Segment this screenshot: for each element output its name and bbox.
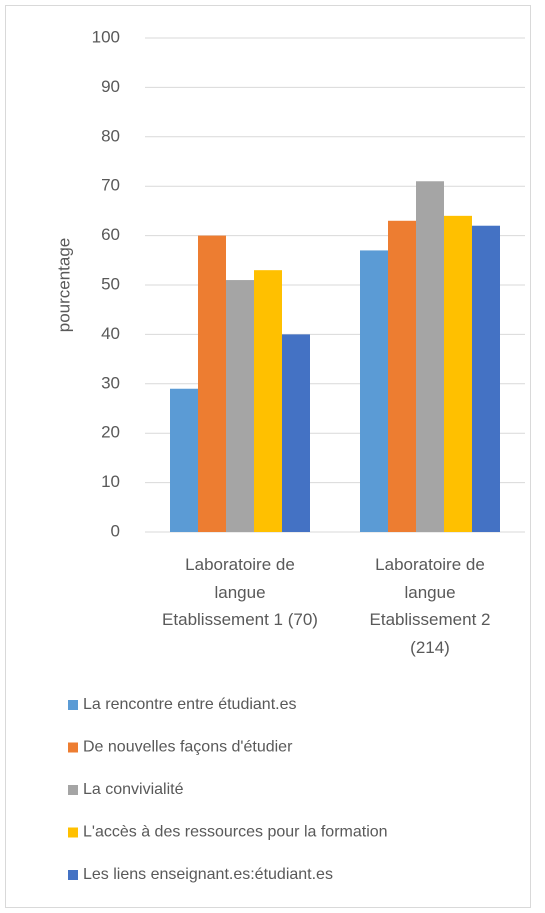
legend-label: La convivialité: [83, 781, 184, 798]
x-tick-label: Laboratoire de langue Etablissement 2 (2…: [369, 555, 491, 657]
bar: [198, 235, 226, 532]
y-tick-label: 90: [101, 77, 120, 96]
legend-swatch: [68, 870, 78, 880]
y-tick-label: 80: [101, 126, 120, 145]
y-tick-label: 30: [101, 373, 120, 392]
bar: [444, 215, 472, 532]
y-tick-label: 50: [101, 274, 120, 293]
legend-label: La rencontre entre étudiant.es: [83, 696, 296, 713]
bar: [282, 334, 310, 532]
x-tick-label: Laboratoire de langue Etablissement 1 (7…: [162, 555, 318, 629]
y-tick-label: 40: [101, 324, 120, 343]
y-tick-label: 100: [92, 27, 120, 46]
y-tick-label: 0: [111, 521, 120, 540]
bar: [416, 181, 444, 532]
legend-label: L'accès à des ressources pour la formati…: [83, 824, 388, 841]
y-tick-label: 60: [101, 225, 120, 244]
bar: [388, 220, 416, 532]
bar: [360, 250, 388, 533]
legend-swatch: [68, 700, 78, 710]
legend-swatch: [68, 827, 78, 838]
y-tick-label: 20: [101, 423, 120, 442]
bar: [226, 280, 254, 532]
bar: [254, 270, 282, 532]
legend-swatch: [68, 742, 78, 753]
bar: [170, 388, 198, 532]
legend-label: Les liens enseignant.es:étudiant.es: [83, 866, 333, 883]
chart-border: [5, 5, 531, 908]
bar: [472, 225, 500, 532]
legend-swatch: [68, 785, 78, 795]
y-axis-label: pourcentage: [54, 238, 73, 333]
y-tick-label: 10: [101, 472, 120, 491]
legend-label: De nouvelles façons d'étudier: [83, 739, 293, 756]
y-tick-label: 70: [101, 176, 120, 195]
